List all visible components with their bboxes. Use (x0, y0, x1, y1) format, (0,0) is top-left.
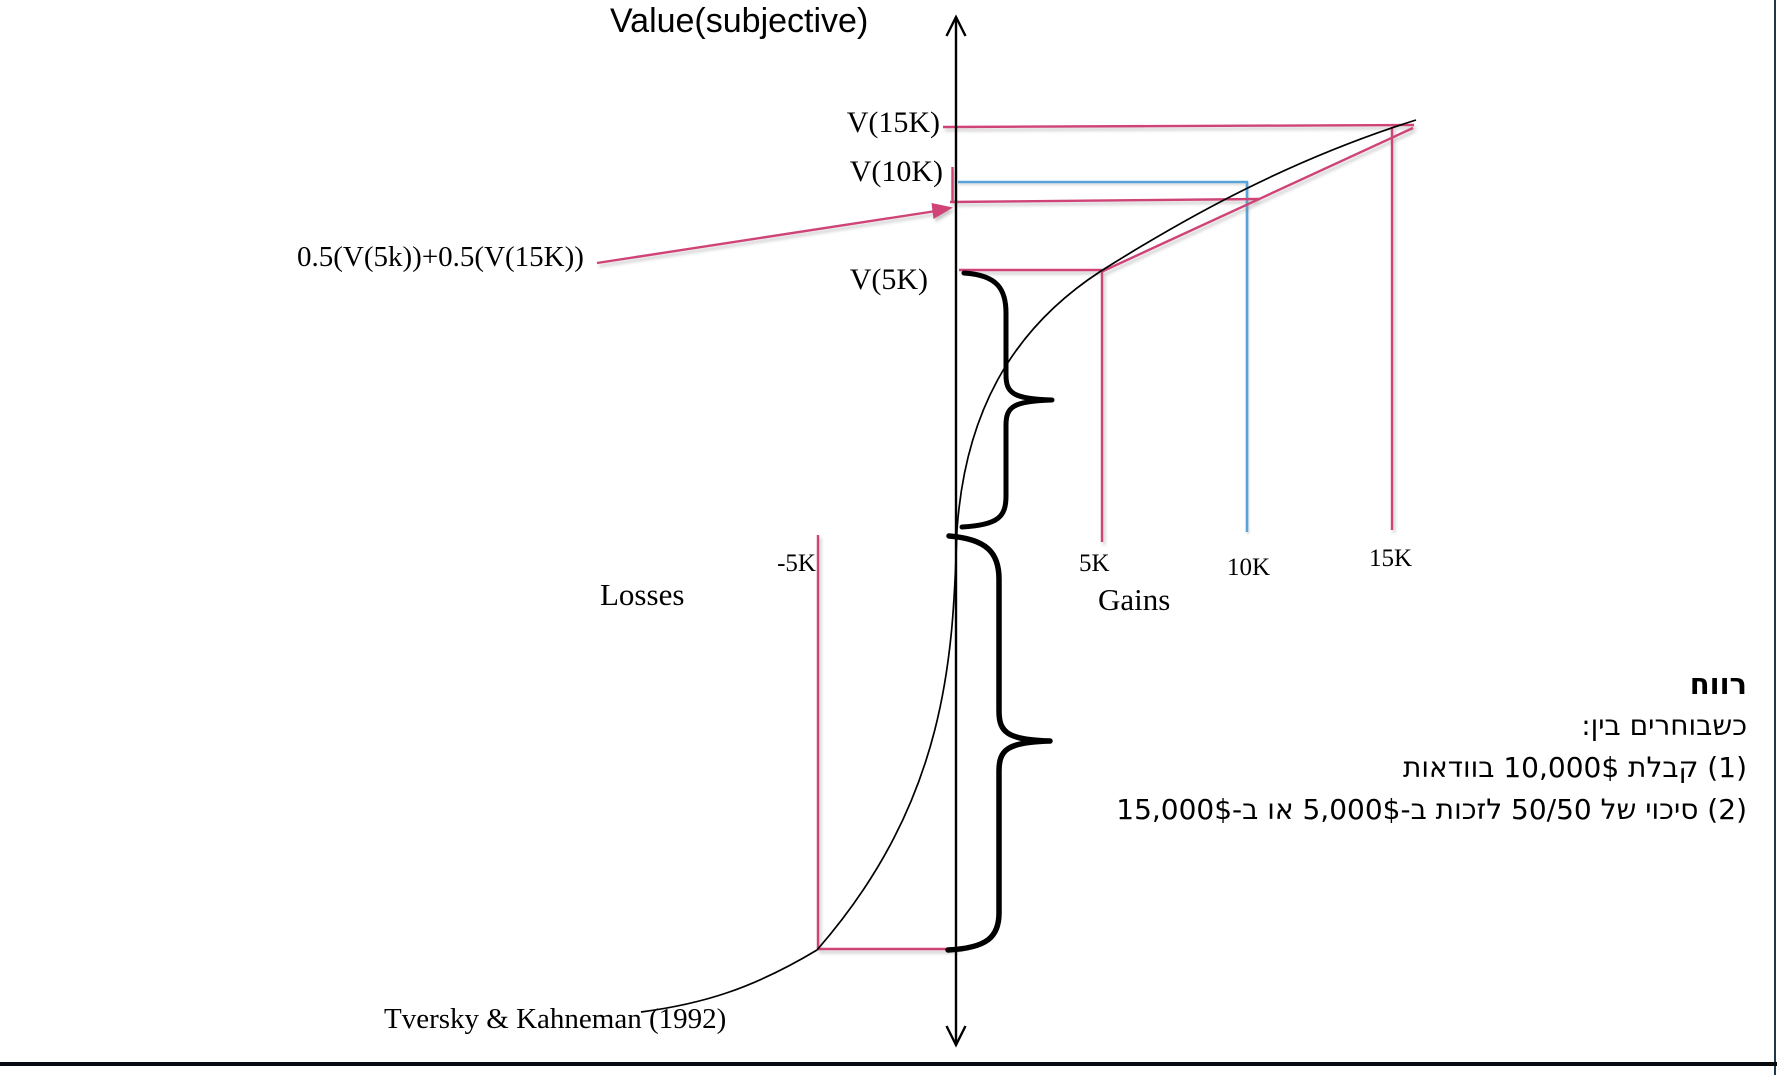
label-gains: Gains (1098, 582, 1171, 617)
slide-bottom-edge (0, 1062, 1777, 1066)
axis-arrow-top-icon (945, 14, 967, 37)
v10k-projection-lines (958, 180, 1249, 532)
value-curve-gains (956, 119, 1417, 531)
note-option-1: (1) קבלת 10,000$ בוודאות (1402, 751, 1747, 784)
axis-and-curve (640, 14, 1417, 1048)
pink-construction-lines (596, 123, 1415, 951)
chart-title: Value(subjective) (610, 2, 869, 40)
annotation-arrowhead (931, 203, 953, 219)
label-v5k: V(5K) (849, 263, 928, 296)
label-losses: Losses (600, 577, 685, 612)
tick-neg5k: -5K (777, 550, 816, 577)
v10k-level-line (958, 180, 1249, 532)
note-intro: כשבוחרים בין: (1581, 709, 1747, 742)
note-block: רווח כשבוחרים בין: (1) קבלת 10,000$ בווד… (1116, 663, 1747, 831)
label-expected-value-formula: 0.5(V(5k))+0.5(V(15K)) (297, 241, 584, 273)
note-heading: רווח (1689, 667, 1747, 701)
brace-gain-value (959, 270, 1055, 530)
slide-right-edge (1774, 0, 1776, 1075)
tick-15k: 15K (1369, 545, 1413, 572)
tick-5k: 5K (1079, 550, 1110, 577)
label-v15k: V(15K) (846, 106, 940, 139)
axis-arrow-bottom-icon (945, 1025, 967, 1048)
attribution: Tversky & Kahneman (1992) (384, 1003, 727, 1035)
expected-value-line (949, 197, 1261, 204)
brace-loss-value (945, 533, 1053, 953)
v15k-level-line (942, 123, 1415, 129)
value-curve-losses (640, 529, 958, 1013)
tick-10k: 10K (1227, 554, 1271, 581)
note-option-2: (2) סיכוי של 50/50 לזכות ב-5,000$ או ב-1… (1116, 793, 1747, 826)
annotation-arrow-shaft (596, 209, 937, 265)
label-v10k: V(10K) (849, 155, 943, 188)
